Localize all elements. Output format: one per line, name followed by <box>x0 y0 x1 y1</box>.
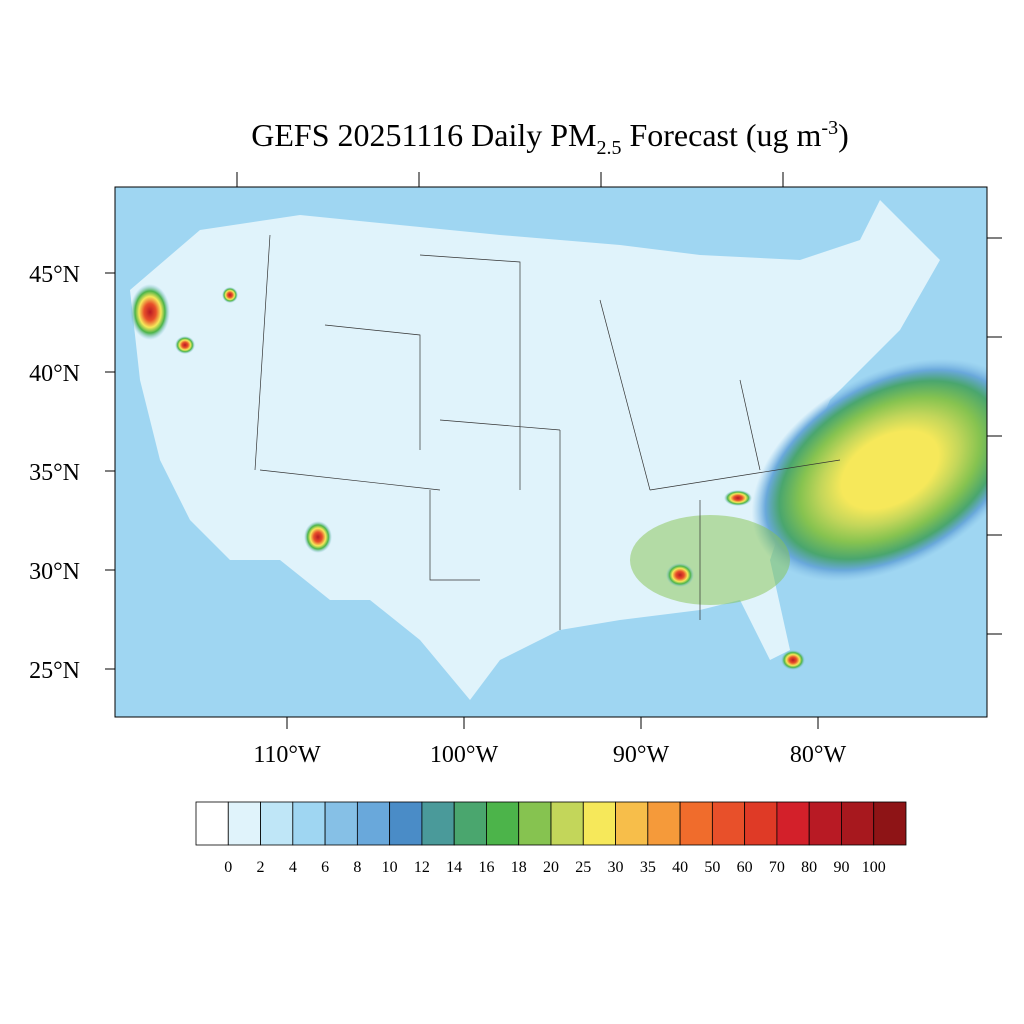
map-title: GEFS 20251116 Daily PM2.5 Forecast (ug m… <box>251 117 849 159</box>
map-frame <box>114 186 988 718</box>
colorbar-box <box>776 801 810 846</box>
title-sub: 2.5 <box>596 137 621 159</box>
colorbar-label: 40 <box>672 859 688 876</box>
colorbar-box <box>679 801 713 846</box>
colorbar-label: 90 <box>833 859 849 876</box>
colorbar-label: 10 <box>382 859 398 876</box>
colorbar-label: 80 <box>801 859 817 876</box>
colorbar-label: 6 <box>321 859 329 876</box>
smoke-plume <box>751 358 987 582</box>
colorbar-box <box>486 801 520 846</box>
colorbar-box <box>615 801 649 846</box>
colorbar-label: 2 <box>257 859 265 876</box>
colorbar-box <box>421 801 455 846</box>
colorbar-label: 0 <box>224 859 232 876</box>
colorbar-box <box>260 801 294 846</box>
title-sup: -3 <box>821 117 838 139</box>
haze <box>630 515 790 605</box>
colorbar-box <box>518 801 552 846</box>
hotspot <box>130 284 170 340</box>
colorbar-label: 8 <box>353 859 361 876</box>
colorbar-label: 20 <box>543 859 559 876</box>
colorbar-box <box>744 801 778 846</box>
colorbar-box <box>647 801 681 846</box>
colorbar-box <box>453 801 487 846</box>
colorbar-label: 30 <box>608 859 624 876</box>
colorbar-label: 12 <box>414 859 430 876</box>
colorbar-box <box>389 801 423 846</box>
lon-label: 110°W <box>253 742 321 768</box>
map-field <box>115 187 987 717</box>
colorbar-box <box>324 801 358 846</box>
lat-label: 30°N <box>29 559 80 585</box>
lat-label: 40°N <box>29 361 80 387</box>
colorbar-box <box>808 801 842 846</box>
lon-label: 100°W <box>430 742 499 768</box>
colorbar-label: 16 <box>478 859 494 876</box>
state-borders <box>254 234 841 630</box>
colorbar-label: 50 <box>704 859 720 876</box>
title-main: GEFS 20251116 Daily PM <box>251 117 596 153</box>
title-middle: Forecast (ug m <box>621 117 821 153</box>
colorbar-label: 25 <box>575 859 591 876</box>
lat-label: 45°N <box>29 262 80 288</box>
colorbar-box <box>227 801 261 846</box>
colorbar-box <box>356 801 391 846</box>
hotspot <box>304 521 332 553</box>
hotspot <box>781 650 805 670</box>
colorbar-box <box>582 801 616 846</box>
colorbar-box <box>873 801 907 846</box>
lat-label: 25°N <box>29 658 80 684</box>
colorbar-box <box>841 801 875 846</box>
lat-label: 35°N <box>29 460 80 486</box>
colorbar-label: 60 <box>737 859 753 876</box>
title-end: ) <box>838 117 849 153</box>
lon-label: 80°W <box>790 742 847 768</box>
colorbar-box <box>711 801 746 846</box>
colorbar-label: 14 <box>446 859 462 876</box>
hotspot <box>175 336 195 354</box>
colorbar-label: 35 <box>640 859 656 876</box>
hotspot <box>666 563 694 587</box>
colorbar-label: 4 <box>289 859 297 876</box>
colorbar-label: 18 <box>511 859 527 876</box>
colorbar-box <box>195 801 229 846</box>
colorbar-label: 70 <box>769 859 785 876</box>
hotspot <box>222 287 238 303</box>
lon-label: 90°W <box>613 742 670 768</box>
colorbar-label: 100 <box>862 859 886 876</box>
hotspot <box>724 490 752 506</box>
colorbar-box <box>292 801 326 846</box>
colorbar-box <box>550 801 584 846</box>
